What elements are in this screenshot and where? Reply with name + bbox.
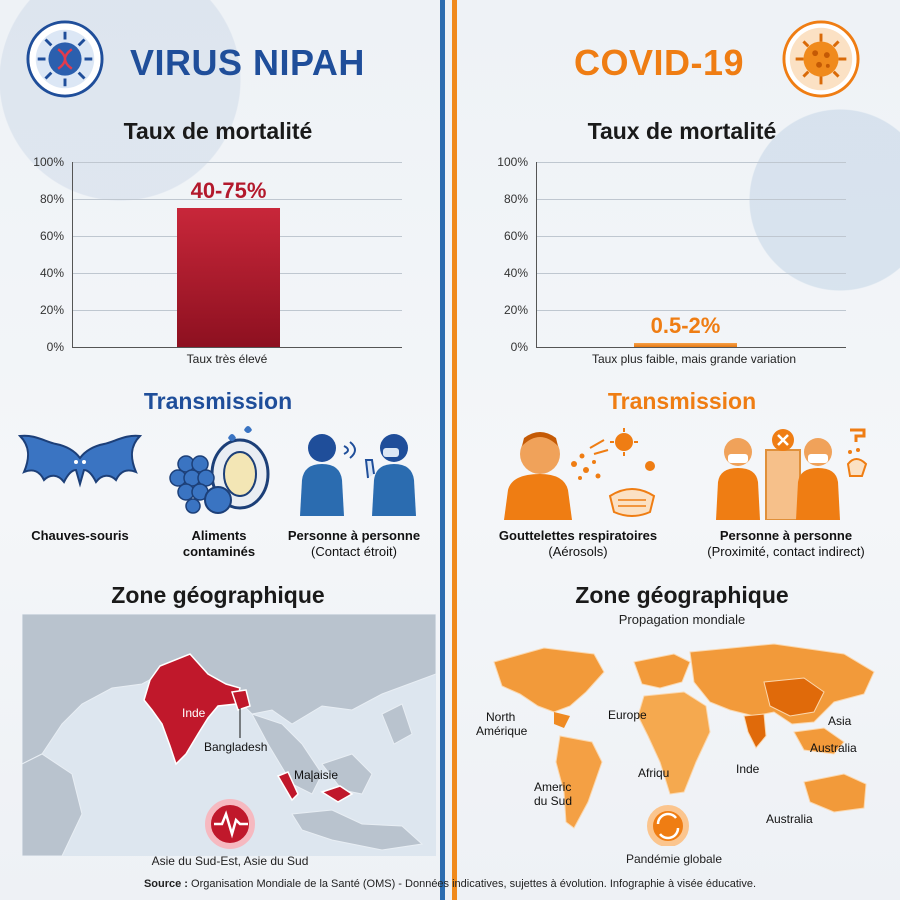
- center-divider: [436, 0, 464, 900]
- y-tick-label: 100%: [33, 155, 64, 169]
- covid-mortality-chart: 100% 80% 60% 40% 20% 0% 0.5-2% Taux plus…: [494, 152, 884, 382]
- transmission-item-sublabel: (Aérosols): [548, 544, 608, 559]
- map-label-india: Inde: [182, 706, 206, 720]
- map-label-europe: Europe: [608, 708, 647, 722]
- transmission-item-label: Personne à personne: [719, 528, 853, 543]
- contaminated-food-icon: [169, 426, 270, 514]
- transmission-item-droplets: Gouttelettes respiratoires (Aérosols): [478, 528, 678, 560]
- proximity-contact-icon: [716, 428, 868, 520]
- nipah-region-map: [22, 614, 436, 856]
- map-label-asia: Asia: [828, 714, 852, 728]
- nipah-title: VIRUS NIPAH: [130, 42, 365, 83]
- source-label: Source :: [143, 878, 188, 890]
- gridline: [72, 199, 402, 200]
- y-tick-label: 0%: [46, 340, 64, 354]
- nipah-transmission-heading: Transmission: [143, 388, 293, 414]
- gridline: [536, 273, 846, 274]
- map-label-south-america: du Sud: [534, 794, 573, 808]
- map-label-africa: Afriqu: [638, 766, 670, 780]
- transmission-item-label: Personne à personne: [287, 528, 421, 543]
- map-label-australia: Australia: [810, 741, 857, 755]
- map-label-malaysia: Malaisie: [294, 768, 339, 782]
- nipah-mortality-heading: Taux de mortalité: [123, 118, 313, 144]
- nipah-geo-heading: Zone géographique: [111, 582, 325, 608]
- x-axis: [72, 347, 402, 348]
- map-label-australia: Australia: [766, 812, 813, 826]
- gridline: [536, 199, 846, 200]
- respiratory-droplets-icon: [504, 428, 656, 520]
- nipah-virus-icon: [26, 20, 104, 98]
- x-category-label: Taux plus faible, mais grande variation: [591, 352, 797, 366]
- bar-mark: [177, 208, 280, 347]
- map-label-north-america: Amérique: [476, 724, 528, 738]
- covid-region-caption: Pandémie globale: [625, 852, 723, 866]
- source-text: Organisation Mondiale de la Santé (OMS) …: [191, 878, 757, 890]
- y-axis: [72, 162, 73, 347]
- transmission-item-person: Personne à personne (Contact étroit): [272, 528, 436, 560]
- gridline: [536, 162, 846, 163]
- map-label-india: Inde: [736, 762, 760, 776]
- covid-virus-icon: [782, 20, 860, 98]
- y-tick-label: 0%: [510, 340, 528, 354]
- map-label-bangladesh: Bangladesh: [204, 740, 268, 754]
- covid-world-map: [493, 643, 875, 846]
- y-tick-label: 40%: [39, 266, 64, 280]
- transmission-item-sublabel: (Contact étroit): [311, 544, 397, 559]
- source-footer: Source : Organisation Mondiale de la San…: [0, 878, 900, 890]
- y-tick-label: 100%: [497, 155, 528, 169]
- y-tick-label: 20%: [503, 303, 528, 317]
- transmission-item-label: Gouttelettes respiratoires: [498, 528, 658, 543]
- map-label-north-america: North: [486, 710, 516, 724]
- gridline: [536, 236, 846, 237]
- person-to-person-icon: [300, 434, 416, 516]
- bar-mark: [634, 343, 737, 347]
- y-tick-label: 80%: [503, 192, 528, 206]
- bat-icon: [17, 434, 143, 488]
- transmission-item-proximity: Personne à personne (Proximité, contact …: [676, 528, 896, 560]
- covid-geo-subheading: Propagation mondiale: [618, 612, 746, 627]
- y-tick-label: 80%: [39, 192, 64, 206]
- y-tick-label: 40%: [503, 266, 528, 280]
- y-tick-label: 20%: [39, 303, 64, 317]
- y-axis: [536, 162, 537, 347]
- x-axis: [536, 347, 846, 348]
- bar-value-label: 0.5-2%: [650, 313, 721, 339]
- covid-geo-heading: Zone géographique: [575, 582, 789, 608]
- gridline: [536, 310, 846, 311]
- transmission-item-label: Aliments contaminés: [182, 528, 256, 559]
- covid-mortality-heading: Taux de mortalité: [587, 118, 777, 144]
- nipah-mortality-chart: 100% 80% 60% 40% 20% 0% 40-75% Taux très…: [30, 152, 420, 382]
- y-tick-label: 60%: [39, 229, 64, 243]
- map-label-south-america: Americ: [534, 780, 572, 794]
- y-tick-label: 60%: [503, 229, 528, 243]
- gridline: [72, 162, 402, 163]
- x-category-label: Taux très élevé: [186, 352, 268, 366]
- nipah-panel: VIRUS NIPAH Taux de mortalité 100% 80% 6…: [0, 0, 436, 900]
- covid-title: COVID-19: [574, 42, 745, 83]
- transmission-item-food: Aliments contaminés: [158, 528, 280, 560]
- bar-value-label: 40-75%: [190, 178, 267, 204]
- covid-panel: COVID-19 Taux de mortalité 100% 80% 60% …: [464, 0, 900, 900]
- transmission-item-sublabel: (Proximité, contact indirect): [707, 544, 865, 559]
- transmission-item-label: Chauves-souris: [31, 528, 129, 543]
- nipah-region-caption: Asie du Sud-Est, Asie du Sud: [151, 854, 309, 868]
- covid-transmission-heading: Transmission: [607, 388, 757, 414]
- transmission-item-bats: Chauves-souris: [14, 528, 146, 544]
